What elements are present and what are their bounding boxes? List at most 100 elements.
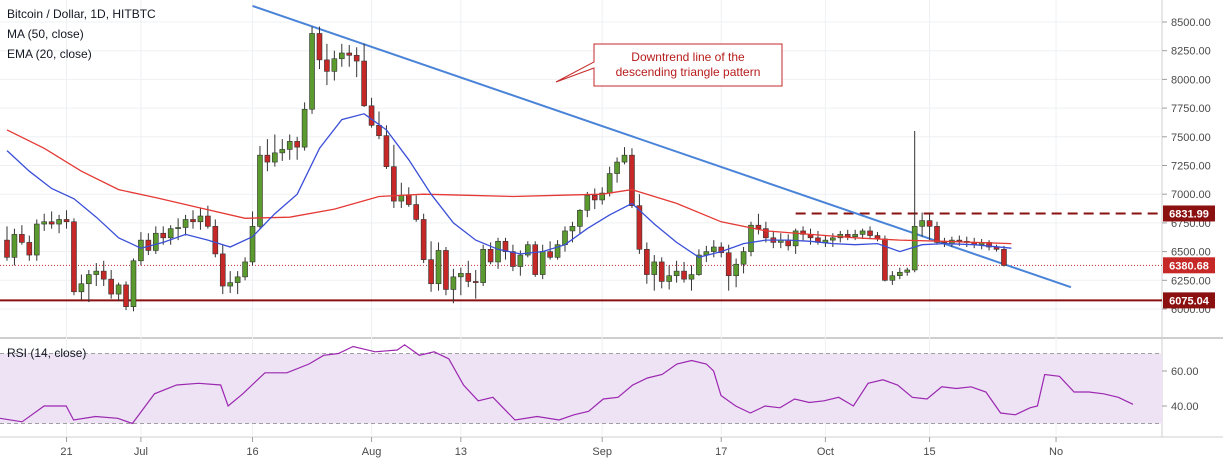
candle-body [658, 261, 665, 282]
candle-body [257, 154, 263, 227]
candle-body [584, 195, 591, 211]
candle-body [316, 33, 323, 61]
candle-body [41, 221, 48, 225]
candle-body [614, 161, 620, 174]
candle-body [234, 276, 241, 283]
candle-body [115, 284, 122, 295]
candle-body [167, 228, 174, 239]
candle-body [591, 195, 598, 201]
time-tick-label: 16 [246, 446, 258, 458]
candle-body [919, 220, 925, 227]
candle-body [11, 234, 18, 258]
candle-body [182, 219, 189, 228]
candle-body [338, 52, 345, 60]
candle-body [78, 283, 85, 293]
price-tag-box [1163, 292, 1215, 309]
candle-body [361, 60, 367, 107]
price-tags: 6831.99 6380.68 6075.04 [1163, 205, 1215, 309]
candle-body [405, 195, 412, 205]
candle-body [748, 224, 754, 252]
candle-body [465, 273, 472, 282]
candle-body [100, 270, 107, 280]
price-tick-label: 6500.00 [1171, 247, 1211, 259]
candle-body [487, 249, 494, 263]
candle-body [502, 240, 509, 252]
price-tick-label: 6250.00 [1171, 275, 1211, 287]
rsi-axis: 40.00 60.00 [1162, 366, 1199, 413]
time-tick-label: No [1049, 446, 1063, 458]
candle-body [420, 219, 427, 260]
candle-body [889, 275, 896, 281]
candle-body [227, 282, 233, 287]
chart-title: Bitcoin / Dollar, 1D, HITBTC [7, 7, 156, 21]
price-tick-label: 7000.00 [1171, 189, 1211, 201]
candle-body [644, 249, 650, 275]
candle-body [26, 242, 33, 256]
candle-body [636, 205, 643, 250]
candle-body [517, 254, 524, 267]
candle-body [1001, 249, 1007, 266]
candle-body [904, 269, 911, 273]
price-tick-label: 7500.00 [1171, 132, 1211, 144]
candle-body [435, 250, 442, 285]
candle-body [472, 281, 479, 283]
price-tick-label: 7750.00 [1171, 103, 1211, 115]
candle-body [48, 221, 55, 225]
price-tick-label: 8000.00 [1171, 74, 1211, 86]
price-tick-label: 8250.00 [1171, 46, 1211, 58]
ema20-line [6, 113, 1012, 259]
candle-body [666, 275, 672, 282]
candle-body [391, 166, 397, 202]
candle-body [219, 253, 226, 287]
candle-body [205, 215, 211, 227]
candle-body [353, 54, 360, 62]
time-tick-label: Sep [592, 446, 612, 458]
candle-body [108, 278, 114, 295]
candle-body [651, 261, 658, 275]
annotation-line-1: Downtrend line of the [631, 50, 745, 64]
candle-body [785, 239, 792, 247]
candle-body [532, 244, 539, 275]
candle-body [554, 244, 561, 258]
price-tag-label: 6075.04 [1169, 295, 1210, 307]
candle-body [264, 154, 271, 163]
candle-body [324, 59, 330, 72]
candle-body [86, 274, 92, 285]
rsi-band-lines [0, 353, 1162, 424]
time-axis: 21 Jul 16 Aug 13 Sep 17 Oct 15 No [60, 437, 1063, 458]
candle-body [19, 234, 25, 243]
candle-body [859, 230, 866, 235]
time-tick-label: Aug [362, 446, 382, 458]
candle-body [93, 270, 100, 275]
candle-body [4, 239, 10, 258]
candle-body [688, 274, 695, 280]
candle-body [718, 246, 725, 254]
rsi-tick-label: 60.00 [1171, 366, 1199, 378]
candle-body [346, 52, 353, 56]
candle-body [480, 249, 486, 283]
candle-body [956, 239, 963, 242]
candle-body [138, 239, 144, 262]
candle-body [63, 219, 70, 223]
candle-body [733, 263, 739, 277]
candles [4, 26, 1007, 312]
candle-body [495, 240, 501, 263]
candle-body [197, 215, 204, 223]
price-tick-label: 8500.00 [1171, 17, 1211, 29]
candle-body [510, 251, 516, 267]
candle-body [621, 154, 628, 163]
candle-body [629, 154, 635, 206]
candle-body [294, 141, 300, 148]
candle-body [242, 261, 248, 278]
candle-body [577, 209, 583, 227]
candle-body [450, 276, 457, 290]
candle-body [301, 108, 308, 148]
price-tag-label: 6380.68 [1169, 260, 1209, 272]
candle-body [696, 254, 702, 275]
candle-body [71, 221, 77, 293]
candle-body [740, 251, 747, 265]
rsi-line [0, 344, 1134, 425]
candle-body [844, 234, 851, 237]
candle-body [792, 230, 799, 247]
